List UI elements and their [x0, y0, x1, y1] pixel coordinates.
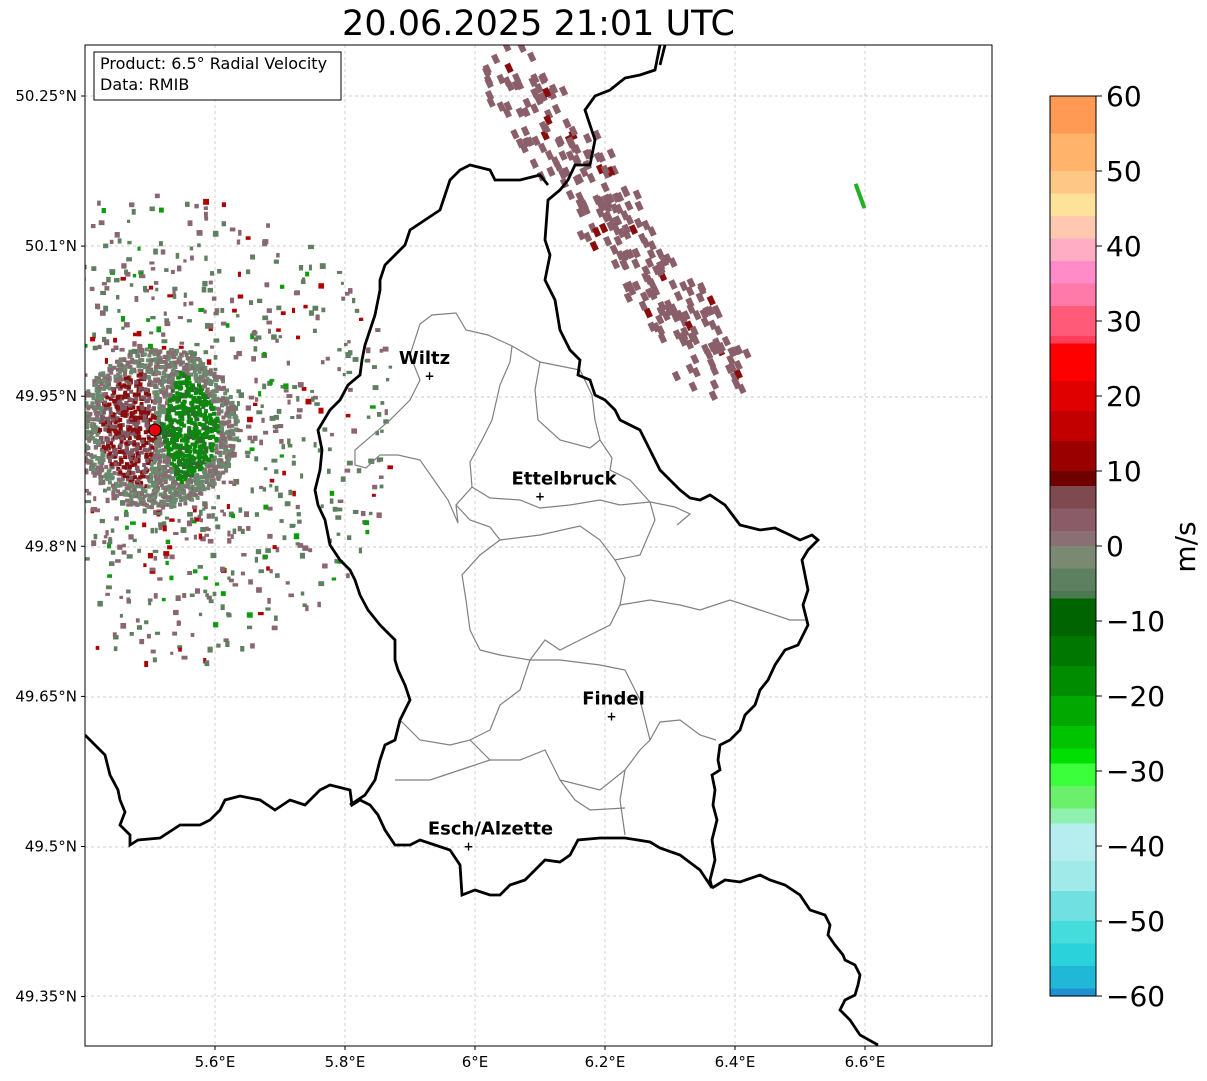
colorbar-segment — [1050, 568, 1096, 592]
map-gridlines — [85, 45, 992, 1046]
colorbar-segment — [1050, 133, 1096, 172]
lat-tick-label: 49.95°N — [15, 387, 77, 405]
colorbar-segment — [1050, 336, 1096, 345]
colorbar-segment — [1050, 748, 1096, 765]
colorbar-segment — [1050, 546, 1096, 570]
colorbar-segment — [1050, 508, 1096, 532]
colorbar-segment — [1050, 966, 1096, 990]
colorbar-segment — [1050, 531, 1096, 547]
colorbar-segment — [1050, 786, 1096, 810]
colorbar-unit-label: m/s — [1169, 521, 1202, 572]
lat-tick-label: 50.25°N — [15, 87, 77, 105]
radar-velocity-echoes — [85, 45, 867, 667]
colorbar-segment — [1050, 381, 1096, 412]
colorbar-segment — [1050, 636, 1096, 667]
colorbar-tick-label: −40 — [1106, 830, 1165, 863]
info-data-source: Data: RMIB — [100, 75, 189, 94]
colorbar-tick-label: −30 — [1106, 755, 1165, 788]
lon-tick-label: 6°E — [462, 1053, 489, 1071]
city-marker: + — [535, 489, 545, 503]
lon-tick-label: 6.6°E — [845, 1053, 886, 1071]
info-box: Product: 6.5° Radial Velocity Data: RMIB — [93, 51, 342, 101]
district-borders — [354, 312, 805, 836]
colorbar-segment — [1050, 283, 1096, 307]
lon-tick-label: 6.2°E — [585, 1053, 626, 1071]
colorbar-segment — [1050, 763, 1096, 787]
info-product: Product: 6.5° Radial Velocity — [100, 54, 327, 73]
colorbar-segment — [1050, 808, 1096, 825]
lat-tick-label: 50.1°N — [25, 237, 77, 255]
colorbar-segment — [1050, 726, 1096, 750]
colorbar-segment — [1050, 471, 1096, 487]
colorbar-segment — [1050, 598, 1096, 637]
lat-tick-label: 49.65°N — [15, 687, 77, 705]
colorbar-segment — [1050, 988, 1096, 997]
city-marker: + — [463, 840, 473, 854]
latitude-labels: 50.25°N 50.1°N 49.95°N 49.8°N 49.65°N 49.5°N 4… — [15, 87, 85, 1006]
longitude-labels: 5.6°E 5.8°E 6°E 6.2°E 6.4°E 6.6°E — [195, 1046, 886, 1071]
colorbar-segment — [1050, 411, 1096, 442]
lat-tick-label: 49.5°N — [25, 838, 77, 856]
colorbar-tick-label: −50 — [1106, 905, 1165, 938]
colorbar-tick-label: 40 — [1106, 230, 1142, 263]
colorbar-segment — [1050, 216, 1096, 240]
colorbar-tick-label: −10 — [1106, 605, 1165, 638]
colorbar-segment — [1050, 171, 1096, 195]
map-title: 20.06.2025 21:01 UTC — [342, 4, 735, 44]
city-label: Findel — [582, 688, 645, 709]
lat-tick-label: 49.8°N — [25, 537, 77, 555]
colorbar-segment — [1050, 261, 1096, 285]
colorbar-segment — [1050, 696, 1096, 727]
colorbar-tick-label: 50 — [1106, 155, 1142, 188]
colorbar-segment — [1050, 823, 1096, 862]
city-label: Ettelbruck — [511, 468, 617, 489]
colorbar-segment — [1050, 306, 1096, 337]
city-label: Esch/Alzette — [428, 819, 553, 840]
colorbar-segment — [1050, 891, 1096, 922]
city-label: Wiltz — [399, 348, 450, 369]
city-markers: +Wiltz+Ettelbruck+Findel+Esch/Alzette — [399, 348, 645, 853]
colorbar-segment — [1050, 343, 1096, 382]
colorbar-tick-label: 0 — [1106, 530, 1124, 563]
colorbar-segment — [1050, 591, 1096, 600]
colorbar-segment — [1050, 921, 1096, 945]
colorbar-tick-label: 20 — [1106, 380, 1142, 413]
country-borders — [85, 45, 879, 1046]
map-frame — [84, 44, 993, 1047]
colorbar-tick-label: 10 — [1106, 455, 1142, 488]
colorbar-ticks: 60 50 40 30 20 10 0 −10 −20 −30 −40 −50 −60 — [1096, 80, 1165, 1013]
colorbar-segment — [1050, 96, 1096, 135]
colorbar — [1049, 95, 1097, 997]
colorbar-segment — [1050, 441, 1096, 472]
radar-site-marker — [148, 423, 162, 437]
lon-tick-label: 5.6°E — [195, 1053, 236, 1071]
colorbar-tick-label: 30 — [1106, 305, 1142, 338]
lat-tick-label: 49.35°N — [15, 988, 77, 1006]
colorbar-segment — [1050, 861, 1096, 892]
colorbar-tick-label: 60 — [1106, 80, 1142, 113]
colorbar-tick-label: −20 — [1106, 680, 1165, 713]
colorbar-segment — [1050, 486, 1096, 510]
colorbar-segment — [1050, 666, 1096, 697]
city-marker: + — [606, 709, 616, 723]
colorbar-segment — [1050, 238, 1096, 262]
lon-tick-label: 6.4°E — [715, 1053, 756, 1071]
colorbar-segment — [1050, 193, 1096, 217]
lon-tick-label: 5.8°E — [325, 1053, 366, 1071]
colorbar-segment — [1050, 943, 1096, 967]
city-marker: + — [424, 369, 434, 383]
colorbar-tick-label: −60 — [1106, 980, 1165, 1013]
